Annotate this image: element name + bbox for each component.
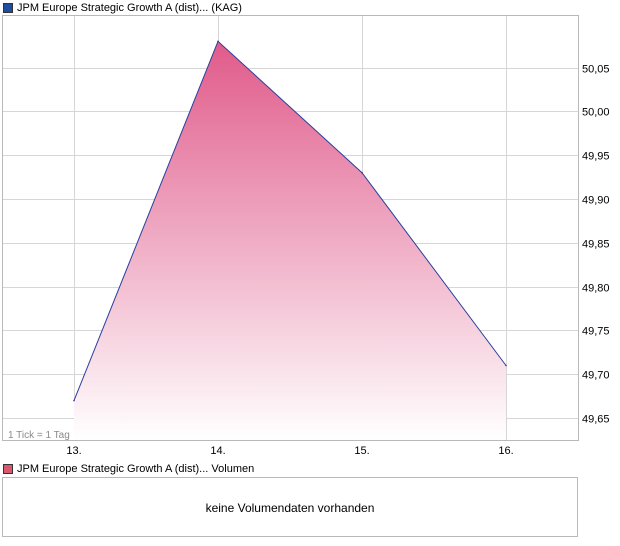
tick-note: 1 Tick = 1 Tag	[8, 430, 70, 441]
y-tick-label: 49,95	[582, 151, 610, 163]
volume-legend: JPM Europe Strategic Growth A (dist)... …	[3, 462, 254, 476]
y-tick-label: 49,85	[582, 239, 610, 251]
y-tick-label: 49,80	[582, 283, 610, 295]
price-legend: JPM Europe Strategic Growth A (dist)... …	[3, 1, 242, 15]
series-line	[73, 40, 507, 401]
data-point	[73, 399, 75, 402]
price-chart: 49,65 49,70 49,75 49,80 49,85 49,90 49,95 50,00…	[2, 15, 610, 457]
series-area-fill	[74, 41, 506, 441]
plot-frame	[2, 15, 579, 441]
price-legend-swatch	[3, 3, 13, 13]
x-tick-label: 16.	[498, 445, 513, 457]
x-tick-label: 14.	[210, 445, 225, 457]
y-tick-label: 49,75	[582, 326, 610, 338]
data-point	[505, 364, 507, 367]
x-tick-label: 15.	[354, 445, 369, 457]
x-tick-label: 13.	[66, 445, 81, 457]
volume-panel: keine Volumendaten vorhanden	[2, 477, 578, 537]
y-tick-label: 50,00	[582, 107, 610, 119]
y-tick-label: 49,70	[582, 370, 610, 382]
data-point	[361, 171, 363, 174]
data-point	[217, 40, 219, 43]
volume-empty-message: keine Volumendaten vorhanden	[205, 501, 375, 515]
price-legend-label: JPM Europe Strategic Growth A (dist)... …	[17, 2, 242, 14]
y-tick-label: 49,65	[582, 414, 610, 426]
volume-legend-label: JPM Europe Strategic Growth A (dist)... …	[17, 463, 255, 475]
volume-legend-swatch	[3, 464, 13, 474]
y-tick-label: 49,90	[582, 195, 610, 207]
y-tick-label: 50,05	[582, 64, 610, 76]
